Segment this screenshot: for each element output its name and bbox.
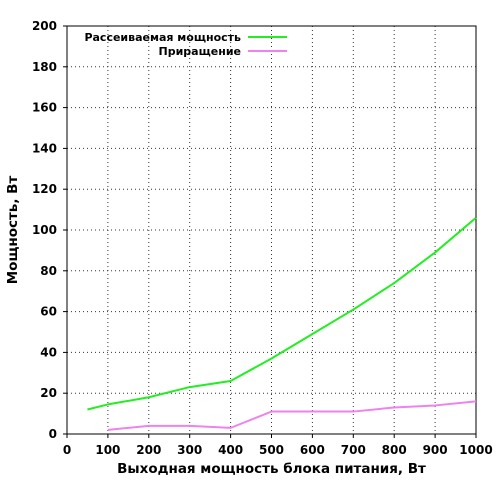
legend-label-1: Рассеиваемая мощность <box>84 31 241 44</box>
series-line-2 <box>107 400 477 431</box>
axes: 0 100 200 300 400 500 600 700 800 900 1000 0 20 40 60 8… <box>32 19 493 457</box>
x-tick-label: 900 <box>423 443 448 457</box>
x-tick-label: 300 <box>177 443 202 457</box>
x-tick-label: 700 <box>341 443 366 457</box>
x-axis-title: Выходная мощность блока питания, Вт <box>117 461 426 477</box>
grid <box>67 26 476 434</box>
y-tick-label: 180 <box>32 60 57 74</box>
series-lines <box>87 216 477 431</box>
x-tick-label: 0 <box>63 443 71 457</box>
x-tick-label: 600 <box>300 443 325 457</box>
y-tick-label: 80 <box>40 264 57 278</box>
y-tick-label: 40 <box>40 345 57 359</box>
y-tick-label: 100 <box>32 223 57 237</box>
x-tick-label: 1000 <box>459 443 492 457</box>
y-tick-label: 20 <box>40 386 57 400</box>
y-tick-label: 60 <box>40 305 57 319</box>
y-tick-label: 120 <box>32 182 57 196</box>
y-tick-label: 0 <box>49 427 57 441</box>
y-tick-label: 160 <box>32 101 57 115</box>
x-tick-label: 100 <box>95 443 120 457</box>
legend-label-2: Приращение <box>159 45 241 58</box>
y-axis-title: Мощность, Вт <box>5 176 21 285</box>
x-tick-label: 400 <box>218 443 243 457</box>
y-tick-label: 140 <box>32 141 57 155</box>
series-line-1 <box>87 216 477 411</box>
y-tick-label: 200 <box>32 19 57 33</box>
x-tick-label: 500 <box>259 443 284 457</box>
x-tick-label: 800 <box>382 443 407 457</box>
x-tick-label: 200 <box>136 443 161 457</box>
